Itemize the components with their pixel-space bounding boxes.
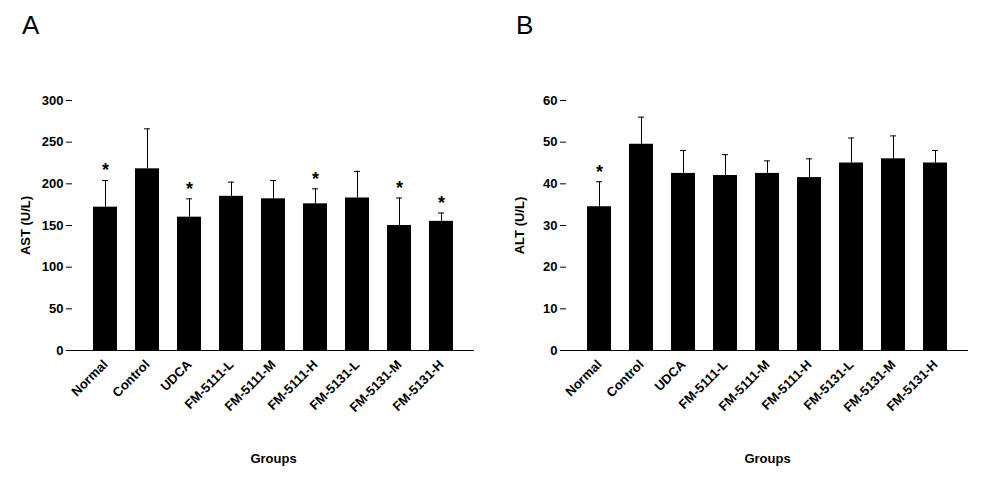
svg-text:FM-5111-M: FM-5111-M [715, 356, 773, 414]
svg-text:Normal: Normal [562, 357, 604, 399]
svg-text:FM-5131-L: FM-5131-L [800, 356, 857, 413]
svg-text:FM-5111-M: FM-5111-M [221, 356, 279, 414]
svg-text:300: 300 [42, 93, 64, 108]
svg-text:0: 0 [550, 343, 557, 358]
svg-text:FM-5111-L: FM-5111-L [675, 356, 731, 412]
svg-text:Control: Control [109, 357, 152, 400]
svg-text:60: 60 [543, 93, 557, 108]
svg-text:150: 150 [42, 218, 64, 233]
svg-text:Groups: Groups [744, 451, 790, 466]
svg-text:*: * [596, 162, 603, 182]
svg-text:40: 40 [543, 176, 557, 191]
svg-text:200: 200 [42, 176, 64, 191]
svg-text:Control: Control [603, 357, 646, 400]
svg-text:ALT (U/L): ALT (U/L) [512, 197, 527, 255]
svg-text:FM-5131-M: FM-5131-M [346, 356, 405, 415]
html-text:B: B [516, 10, 534, 40]
svg-text:Normal: Normal [68, 357, 110, 399]
svg-text:50: 50 [49, 301, 63, 316]
svg-text:FM-5111-L: FM-5111-L [181, 356, 237, 412]
svg-text:FM-5131-H: FM-5131-H [883, 357, 940, 414]
svg-text:20: 20 [543, 259, 557, 274]
svg-text:*: * [186, 179, 193, 199]
svg-text:50: 50 [543, 134, 557, 149]
svg-text:30: 30 [543, 218, 557, 233]
svg-text:Groups: Groups [250, 451, 296, 466]
svg-text:*: * [102, 160, 109, 180]
svg-text:FM-5131-H: FM-5131-H [389, 357, 446, 414]
svg-text:*: * [396, 178, 403, 198]
svg-text:AST (U/L): AST (U/L) [18, 196, 33, 255]
svg-text:*: * [312, 169, 319, 189]
html-text:A: A [22, 10, 40, 40]
svg-text:UDCA: UDCA [651, 356, 689, 394]
svg-text:FM-5111-H: FM-5111-H [758, 356, 815, 413]
svg-text:250: 250 [42, 134, 64, 149]
svg-text:0: 0 [56, 343, 63, 358]
svg-text:UDCA: UDCA [157, 356, 195, 394]
svg-text:*: * [438, 193, 445, 213]
svg-text:10: 10 [543, 301, 557, 316]
svg-text:FM-5111-H: FM-5111-H [264, 356, 321, 413]
svg-text:100: 100 [42, 259, 64, 274]
svg-text:FM-5131-M: FM-5131-M [840, 356, 899, 415]
svg-text:FM-5131-L: FM-5131-L [306, 356, 363, 413]
